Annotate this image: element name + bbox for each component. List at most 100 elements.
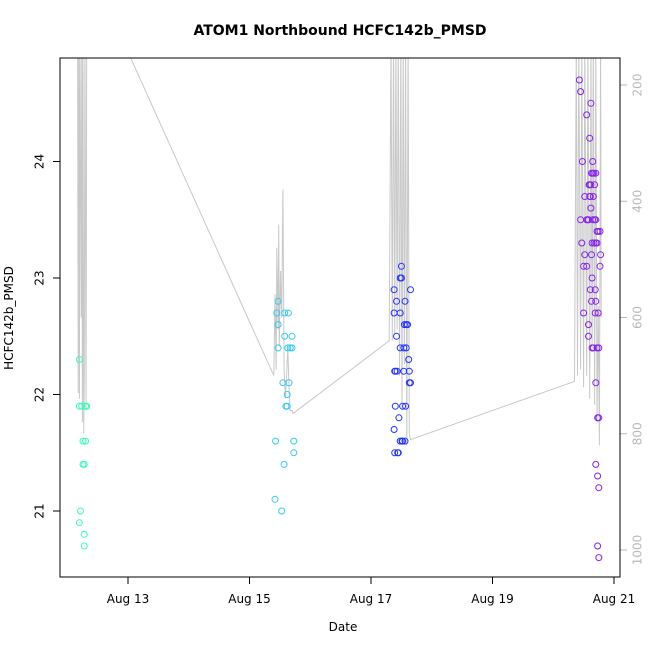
- data-point-series-2: [288, 332, 296, 340]
- data-point-series-4: [594, 542, 602, 550]
- points-layer: [75, 76, 605, 562]
- data-point-series-2: [284, 309, 292, 317]
- data-point-series-3: [396, 309, 404, 317]
- data-point-series-2: [281, 332, 289, 340]
- data-point-series-2: [285, 379, 293, 387]
- x-tick-label: Aug 15: [228, 592, 271, 606]
- data-point-series-4: [591, 309, 599, 317]
- data-point-series-1: [83, 402, 91, 410]
- data-point-series-4: [575, 76, 583, 84]
- data-point-series-3: [393, 297, 400, 305]
- chart-title: ATOM1 Northbound HCFC142b_PMSD: [193, 23, 486, 39]
- y-axis-label: HCFC142b_PMSD: [2, 266, 16, 370]
- data-point-series-3: [390, 426, 398, 433]
- data-point-series-4: [588, 274, 596, 282]
- data-point-series-3: [391, 402, 399, 410]
- data-point-series-2: [271, 495, 279, 503]
- y2-tick-label: 200: [631, 74, 645, 97]
- data-point-series-4: [580, 262, 588, 270]
- data-point-series-3: [395, 414, 403, 422]
- data-point-series-1: [77, 507, 85, 515]
- data-point-series-3: [399, 402, 407, 410]
- y-tick-label: 24: [33, 154, 47, 169]
- data-point-series-4: [594, 472, 602, 480]
- axes-layer: Aug 13 Aug 15 Aug 17 Aug 19 Aug 21 21 22 23 24 20…: [33, 74, 645, 606]
- pressure-line: [77, 58, 602, 446]
- data-point-series-4: [585, 321, 592, 329]
- data-point-series-1: [79, 437, 87, 445]
- data-point-series-2: [280, 460, 288, 468]
- data-point-series-3: [397, 274, 405, 282]
- data-point-series-4: [592, 169, 600, 177]
- data-point-series-2: [283, 402, 291, 410]
- data-point-series-3: [393, 367, 401, 375]
- data-point-series-4: [595, 414, 603, 422]
- x-tick-label: Aug 21: [593, 592, 636, 606]
- data-point-series-4: [592, 379, 600, 387]
- data-point-series-1: [80, 542, 88, 550]
- data-point-series-3: [401, 297, 409, 305]
- data-point-series-3: [394, 449, 402, 457]
- data-point-series-4: [581, 251, 589, 259]
- data-point-series-2: [272, 437, 280, 445]
- y2-tick-label: 1000: [631, 535, 645, 566]
- data-point-series-1: [82, 437, 89, 445]
- data-point-series-4: [593, 239, 601, 247]
- y-tick-label: 21: [33, 503, 47, 518]
- data-point-series-3: [400, 344, 408, 352]
- data-point-series-4: [592, 216, 600, 224]
- data-point-series-3: [404, 321, 411, 329]
- data-point-series-4: [583, 111, 591, 119]
- y2-tick-label: 600: [631, 306, 645, 329]
- data-point-series-4: [595, 344, 603, 352]
- data-point-series-4: [595, 554, 603, 562]
- data-point-series-4: [583, 262, 591, 270]
- data-point-series-4: [595, 484, 603, 492]
- data-point-series-3: [407, 286, 414, 294]
- data-point-series-4: [578, 158, 586, 165]
- data-point-series-4: [588, 251, 595, 259]
- data-point-series-4: [589, 216, 597, 224]
- data-point-series-4: [587, 99, 595, 107]
- pressure-line-layer: [77, 58, 602, 446]
- data-point-series-4: [589, 193, 597, 200]
- y-tick-label: 23: [33, 270, 47, 285]
- data-point-series-4: [587, 204, 595, 212]
- data-point-series-2: [274, 297, 282, 305]
- data-point-series-4: [585, 181, 593, 189]
- data-point-series-2: [273, 309, 281, 317]
- data-point-series-3: [402, 344, 410, 352]
- data-point-series-4: [596, 227, 604, 235]
- data-point-series-4: [589, 158, 597, 165]
- y-tick-label: 22: [33, 387, 47, 402]
- y2-tick-label: 800: [631, 422, 645, 445]
- x-axis-label: Date: [329, 620, 358, 634]
- data-point-series-1: [78, 402, 86, 410]
- data-point-series-1: [75, 519, 83, 527]
- y2-tick-label: 400: [631, 190, 645, 213]
- data-point-series-4: [592, 297, 600, 305]
- data-point-series-4: [586, 134, 594, 142]
- x-tick-label: Aug 17: [350, 592, 393, 606]
- data-point-series-1: [80, 460, 88, 468]
- data-point-series-4: [586, 193, 594, 200]
- data-point-series-2: [274, 321, 282, 329]
- data-point-series-4: [586, 286, 594, 294]
- data-point-series-3: [405, 356, 413, 363]
- data-point-series-3: [396, 437, 404, 445]
- data-point-series-2: [281, 309, 289, 317]
- data-point-series-2: [284, 344, 292, 352]
- data-point-series-2: [290, 449, 298, 457]
- data-point-series-4: [577, 88, 585, 96]
- data-point-series-4: [588, 297, 595, 305]
- x-tick-label: Aug 19: [471, 592, 514, 606]
- data-point-series-2: [274, 344, 282, 352]
- data-point-series-3: [407, 379, 414, 387]
- data-point-series-3: [393, 332, 400, 340]
- data-point-series-3: [402, 402, 410, 410]
- data-point-series-3: [405, 367, 413, 375]
- data-point-series-3: [399, 437, 407, 445]
- data-point-series-1: [75, 356, 83, 363]
- data-point-series-4: [592, 460, 600, 468]
